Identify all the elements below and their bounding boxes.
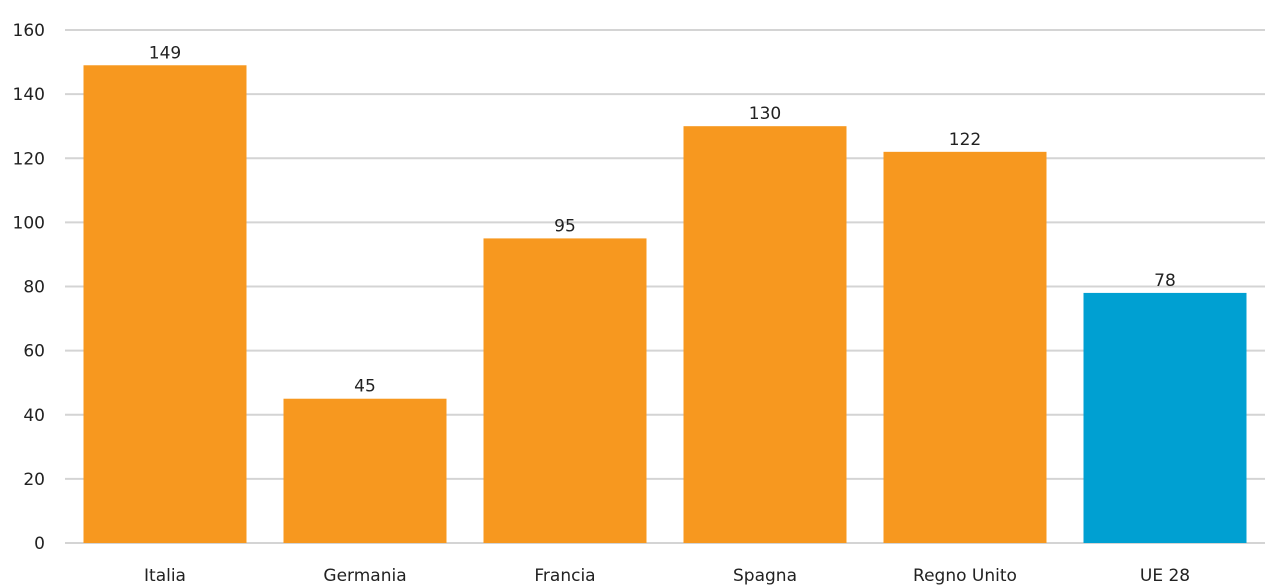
y-tick-label: 0	[34, 534, 45, 554]
category-label: Germania	[323, 566, 406, 586]
data-label: 122	[949, 130, 981, 150]
y-tick-label: 40	[23, 406, 45, 426]
data-labels: 149 45 95 130 122 78	[149, 43, 1176, 396]
category-label: Italia	[144, 566, 186, 586]
y-tick-label: 160	[13, 21, 45, 41]
bar-germania	[283, 398, 447, 543]
y-axis-tick-labels: 0 20 40 60 80 100 120 140 160	[13, 21, 45, 554]
y-tick-label: 80	[23, 278, 45, 298]
data-label: 149	[149, 43, 181, 63]
category-labels: Italia Germania Francia Spagna Regno Unito UE…	[144, 566, 1190, 586]
data-label: 45	[354, 377, 376, 397]
category-label: Francia	[534, 566, 595, 586]
bar-spagna	[683, 126, 847, 543]
bar-ue-28	[1083, 292, 1247, 543]
y-tick-label: 100	[13, 213, 45, 233]
bar-italia	[83, 65, 247, 544]
y-tick-label: 20	[23, 470, 45, 490]
bar-francia	[483, 238, 647, 543]
y-tick-label: 140	[13, 85, 45, 105]
category-label: UE 28	[1140, 566, 1190, 586]
gridlines	[65, 29, 1265, 544]
y-tick-label: 120	[13, 149, 45, 169]
bar-regno-unito	[883, 151, 1047, 543]
category-label: Regno Unito	[913, 566, 1017, 586]
data-label: 130	[749, 104, 781, 124]
bars	[83, 65, 1247, 544]
y-tick-label: 60	[23, 342, 45, 362]
category-label: Spagna	[733, 566, 797, 586]
data-label: 78	[1154, 271, 1176, 291]
data-label: 95	[554, 216, 576, 236]
